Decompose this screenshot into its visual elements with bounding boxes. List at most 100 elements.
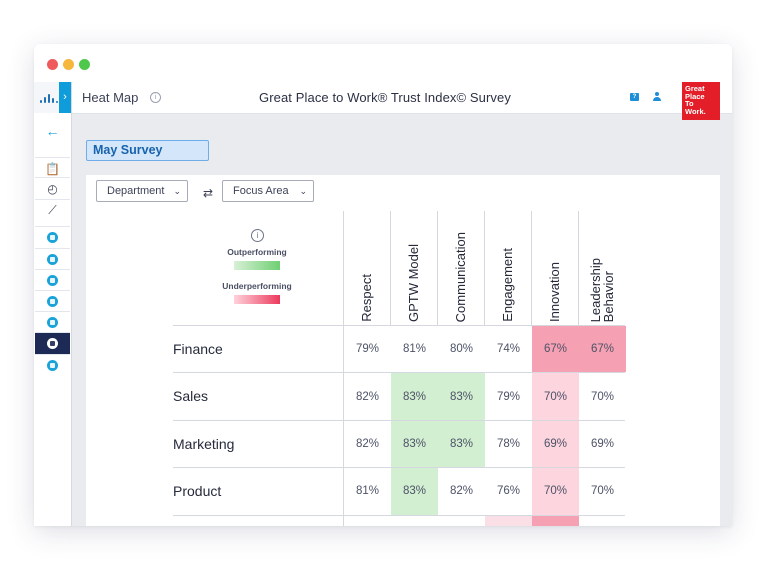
column-header-label: GPTW Model xyxy=(406,243,421,322)
heatmap-cell[interactable]: 79% xyxy=(344,326,391,373)
sidebar-expand-button[interactable]: › xyxy=(59,82,71,113)
column-header[interactable]: Engagement xyxy=(484,218,531,322)
column-header-label: Communication xyxy=(453,231,468,322)
top-header: Heat Map i Great Place to Work® Trust In… xyxy=(72,82,732,120)
heatmap-cell[interactable]: 82% xyxy=(344,373,391,420)
heatmap-cell[interactable]: 83% xyxy=(438,373,485,420)
group-by-select[interactable]: Department ⌄ xyxy=(96,180,188,202)
survey-selector[interactable]: May Survey xyxy=(86,140,209,161)
heatmap-cell[interactable]: 83% xyxy=(391,468,438,515)
legend-outperforming-bar xyxy=(234,261,280,270)
maximize-window-button[interactable] xyxy=(79,59,90,70)
clock-check-icon: ◴ xyxy=(47,181,58,196)
clipboard-icon: 📋 xyxy=(45,161,60,176)
row-divider xyxy=(173,325,625,326)
column-divider xyxy=(343,211,344,526)
heatmap-cell[interactable]: 69% xyxy=(579,420,626,468)
heatmap-cell[interactable]: 81% xyxy=(391,326,438,373)
row-label[interactable]: Marketing xyxy=(173,435,235,452)
column-header[interactable]: Communication xyxy=(437,218,484,322)
legend-underperforming-bar xyxy=(234,295,280,304)
row-divider xyxy=(173,419,625,421)
heatmap-cell[interactable]: 81% xyxy=(344,468,391,515)
heatmap-cell[interactable] xyxy=(579,515,626,526)
app-logo: › xyxy=(34,82,71,113)
sidebar-item-layers[interactable] xyxy=(35,248,70,270)
heatmap-cell[interactable]: 70% xyxy=(579,468,626,515)
sidebar-item-tasks[interactable] xyxy=(35,269,70,291)
app-window: › ← 📋 ◴ ⟋ Heat Map i Great Place to Work® T… xyxy=(34,44,732,526)
sidebar-item-chart[interactable]: ⟋ xyxy=(35,199,70,221)
heatmap-cell[interactable] xyxy=(485,515,532,526)
focus-select[interactable]: Focus Area ⌄ xyxy=(222,180,314,202)
list-icon xyxy=(47,232,58,243)
heatmap-cell[interactable]: 79% xyxy=(485,373,532,420)
people-icon xyxy=(47,296,58,307)
info-icon[interactable]: i xyxy=(150,92,161,103)
heatmap-cell[interactable]: 70% xyxy=(579,373,626,420)
row-divider xyxy=(173,372,625,374)
page-title: Heat Map xyxy=(82,90,139,105)
survey-title: Great Place to Work® Trust Index© Survey xyxy=(259,90,511,105)
back-arrow-glyph: ← xyxy=(45,122,60,139)
heatmap-cell[interactable]: 80% xyxy=(438,326,485,373)
heatmap-cell[interactable] xyxy=(344,515,391,526)
group-by-value: Department xyxy=(107,185,165,197)
column-header[interactable]: GPTW Model xyxy=(390,218,437,322)
chevron-down-icon: ⌄ xyxy=(299,186,307,196)
heatmap-panel: Department ⌄ ⇄ Focus Area ⌄ i Outperform… xyxy=(86,175,720,526)
minimize-window-button[interactable] xyxy=(63,59,74,70)
back-arrow-icon[interactable]: ← xyxy=(35,120,70,141)
heatmap-cell[interactable]: 82% xyxy=(438,468,485,515)
heatmap-cell[interactable]: 67% xyxy=(532,326,579,373)
swap-icon[interactable]: ⇄ xyxy=(203,186,214,200)
column-header-label: Innovation xyxy=(547,262,562,322)
close-window-button[interactable] xyxy=(47,59,58,70)
sidebar-item-clipboard[interactable]: 📋 xyxy=(35,157,70,179)
tasks-icon xyxy=(47,275,58,286)
profile-icon xyxy=(47,360,58,371)
message-icon xyxy=(47,317,58,328)
window-titlebar xyxy=(34,44,732,82)
heatmap-cell[interactable]: 78% xyxy=(485,420,532,468)
heatmap-cell[interactable]: 76% xyxy=(485,468,532,515)
sidebar-item-message[interactable] xyxy=(35,311,70,333)
sidebar: › ← 📋 ◴ ⟋ xyxy=(34,82,72,526)
legend-info-icon[interactable]: i xyxy=(251,229,264,242)
heatmap-cell[interactable]: 70% xyxy=(532,468,579,515)
heatmap-cell[interactable]: 83% xyxy=(391,420,438,468)
chevron-down-icon: ⌄ xyxy=(173,186,181,196)
user-icon[interactable] xyxy=(652,92,662,103)
heatmap-cell[interactable] xyxy=(391,515,438,526)
heatmap-cell[interactable]: 82% xyxy=(344,420,391,468)
heatmap-cell[interactable]: 83% xyxy=(391,373,438,420)
column-header-label: Leadership Behavior xyxy=(587,257,616,322)
row-label[interactable]: Product xyxy=(173,483,222,500)
logo-bars-icon xyxy=(40,93,58,103)
layers-icon xyxy=(47,254,58,265)
sidebar-item-clock-check[interactable]: ◴ xyxy=(35,177,70,199)
legend-outperforming-label: Outperforming xyxy=(227,247,287,257)
sidebar-item-people[interactable] xyxy=(35,290,70,312)
brand-logo: Great Place To Work. xyxy=(682,82,720,120)
sidebar-item-list[interactable] xyxy=(35,226,70,248)
help-icon[interactable]: ? xyxy=(630,93,639,101)
column-header[interactable]: Leadership Behavior xyxy=(578,218,625,322)
heatmap-cell[interactable] xyxy=(438,515,485,526)
sidebar-item-profile[interactable] xyxy=(35,354,70,376)
app-area: › ← 📋 ◴ ⟋ Heat Map i Great Place to Work® T… xyxy=(34,82,732,526)
column-header-label: Respect xyxy=(359,274,374,322)
row-label[interactable]: Finance xyxy=(173,341,223,357)
column-header[interactable]: Respect xyxy=(343,218,390,322)
column-header-label: Engagement xyxy=(500,248,515,322)
heatmap-cell[interactable]: 74% xyxy=(485,326,532,373)
sidebar-item-heatmap[interactable] xyxy=(35,332,70,354)
heatmap-cell[interactable]: 69% xyxy=(532,420,579,468)
heatmap-cell[interactable]: 67% xyxy=(579,326,626,373)
heatmap-cell[interactable] xyxy=(532,515,579,526)
heatmap-cell[interactable]: 70% xyxy=(532,373,579,420)
column-header[interactable]: Innovation xyxy=(531,218,578,322)
heatmap-icon xyxy=(47,338,58,349)
heatmap-cell[interactable]: 83% xyxy=(438,420,485,468)
row-label[interactable]: Sales xyxy=(173,388,209,405)
